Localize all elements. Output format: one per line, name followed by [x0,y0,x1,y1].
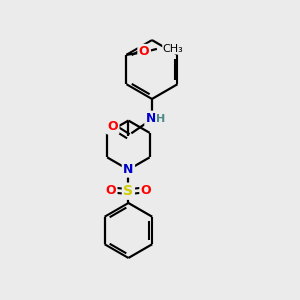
Text: CH₃: CH₃ [163,44,184,54]
Text: H: H [156,114,165,124]
Text: N: N [146,112,156,125]
Text: N: N [123,163,134,176]
Text: O: O [105,184,116,197]
Text: O: O [139,45,149,58]
Text: O: O [107,120,118,133]
Text: O: O [141,184,152,197]
Text: S: S [123,184,134,198]
